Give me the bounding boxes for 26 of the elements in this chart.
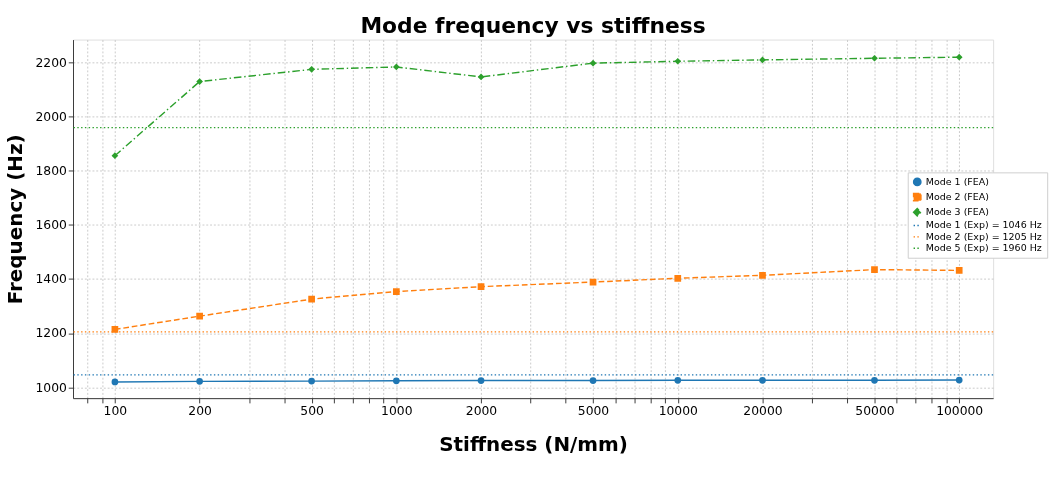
legend-label: Mode 2 (Exp) = 1205 Hz — [925, 230, 1042, 242]
y-tick-label: 2200 — [35, 55, 68, 70]
x-tick-label: 10000 — [658, 403, 699, 418]
x-tick-label: 5000 — [577, 403, 610, 418]
x-tick-label: 2000 — [465, 403, 498, 418]
x-tick-label: 100 — [103, 403, 128, 418]
x-tick-label: 1000 — [381, 403, 413, 418]
x-tick-label: 200 — [188, 403, 213, 418]
legend-label: Mode 3 (FEA) — [925, 206, 989, 218]
legend-label: Mode 5 (Exp) = 1960 Hz — [925, 242, 1042, 254]
x-tick-label: 500 — [300, 403, 325, 418]
legend-label: Mode 1 (FEA) — [925, 175, 989, 187]
x-tick-label: 50000 — [855, 403, 895, 418]
y-tick-label: 1400 — [35, 272, 68, 287]
x-tick-label: 20000 — [743, 403, 783, 418]
x-tick-label: 100000 — [936, 403, 984, 418]
y-tick-label: 1800 — [35, 164, 68, 179]
legend-label: Mode 1 (Exp) = 1046 Hz — [925, 219, 1042, 231]
y-tick-label: 1200 — [35, 326, 68, 341]
legend-label: Mode 2 (FEA) — [925, 190, 989, 202]
y-tick-label: 1000 — [35, 380, 68, 395]
x-axis-title: Stiffness (N/mm) — [439, 432, 628, 456]
y-tick-label: 2000 — [35, 109, 68, 124]
y-axis-title: Frequency (Hz) — [4, 134, 28, 305]
y-tick-label: 1600 — [35, 218, 68, 233]
chart-title: Mode frequency vs stiffness — [360, 12, 706, 38]
